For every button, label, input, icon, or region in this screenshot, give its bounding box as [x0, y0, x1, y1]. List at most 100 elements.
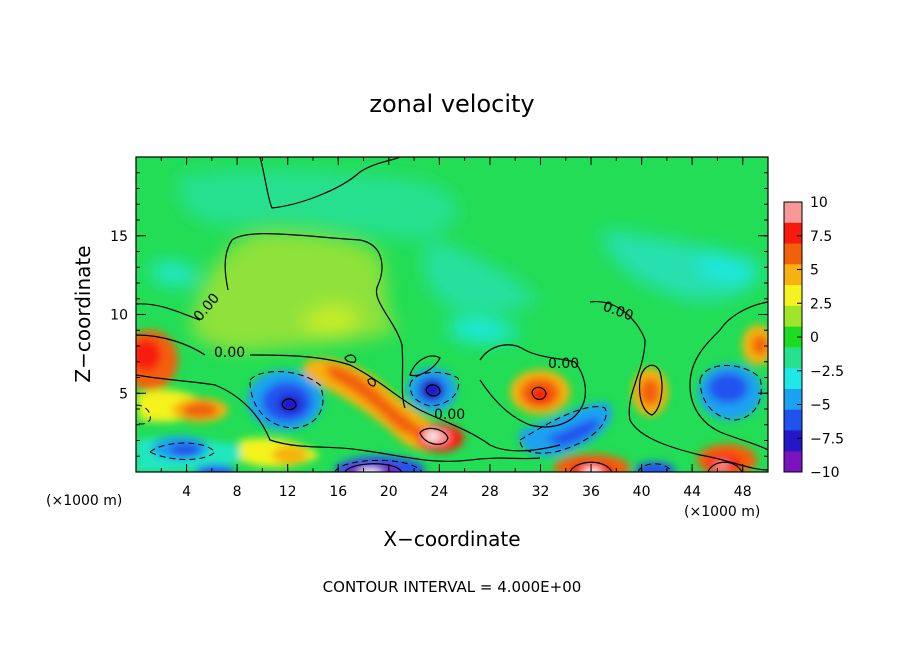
- colorbar-swatch: [784, 264, 802, 286]
- dashed-x34: [519, 406, 607, 454]
- orange-x13: [272, 446, 308, 464]
- contour-x18-small: [344, 354, 357, 363]
- contour-x19-small: [367, 378, 376, 387]
- contour-lines: [136, 157, 768, 472]
- blue-x23-core: [419, 378, 445, 402]
- colorbar-swatch: [784, 347, 802, 369]
- blue-bottom-left: [195, 465, 235, 472]
- colorbar-swatch: [784, 222, 802, 245]
- x-unit-right: (×1000 m): [684, 504, 760, 520]
- contour-zero-right: [589, 301, 768, 471]
- x-tick-label: 20: [380, 484, 398, 500]
- plot-area: 0.00 0.00 0.00 0.00 0.00: [136, 157, 768, 472]
- hot-x23-peak: [425, 432, 439, 440]
- colorbar-swatch: [784, 368, 802, 390]
- warm-x40-core: [640, 378, 660, 406]
- x-axis-ticks: 4 8 12 16 20 24 28 32 36 40 44 48: [160, 157, 752, 500]
- colorbar-tick-label: −2.5: [810, 364, 844, 380]
- contour-zero-top: [259, 157, 401, 209]
- colorbar-tick-label: 5: [810, 263, 819, 279]
- contour-zero-far-right: [689, 301, 768, 451]
- warm-left-core: [136, 339, 161, 371]
- x-tick-label: 32: [532, 484, 550, 500]
- dashed-x12: [249, 371, 324, 429]
- contour-interval-note: CONTOUR INTERVAL = 4.000E+00: [323, 578, 582, 596]
- field-upper: [150, 169, 760, 352]
- x-tick-label: 36: [582, 484, 600, 500]
- diag-warm-core: [325, 365, 425, 437]
- white-x19: [358, 469, 382, 472]
- colorbar-swatch: [784, 202, 802, 224]
- colorbar-swatch: [784, 305, 802, 328]
- x-tick-label: 28: [481, 484, 499, 500]
- x-tick-label: 4: [182, 484, 191, 500]
- colorbar-swatch: [784, 409, 802, 431]
- contour-zero-lower: [136, 374, 541, 462]
- dashed-x1: [136, 404, 151, 425]
- warm-x48-core: [752, 335, 768, 355]
- contour-x23-cold: [425, 384, 441, 397]
- blue-left-core: [169, 443, 201, 457]
- chart-title: zonal velocity: [369, 90, 534, 118]
- y-axis-ticks: 5 10 15: [110, 172, 768, 457]
- colorbar: 10 7.5 5 2.5 0 −2.5 −5 −7.5 −10: [783, 195, 844, 481]
- dashed-x4: [149, 442, 216, 460]
- x-tick-label: 40: [633, 484, 651, 500]
- contour-x36-hot: [569, 461, 613, 472]
- x-tick-label: 48: [734, 484, 752, 500]
- colorbar-tick-label: 0: [810, 330, 819, 346]
- x-tick-label: 24: [430, 484, 448, 500]
- colorbar-swatch: [784, 285, 802, 307]
- blue-x34-core: [545, 419, 600, 447]
- y-tick-label: 15: [110, 229, 128, 245]
- contour-x12-cold: [281, 398, 297, 411]
- contour-label: 0.00: [434, 407, 465, 423]
- blue-x40-bottom: [635, 462, 675, 472]
- x-tick-label: 44: [683, 484, 701, 500]
- colorbar-tick-label: 2.5: [810, 296, 832, 312]
- contour-lines-negative: [136, 365, 762, 472]
- contour-x19-cold: [344, 463, 403, 472]
- x-tick-label: 12: [279, 484, 297, 500]
- purple-x19: [344, 464, 400, 472]
- contour-zero-upper: [136, 233, 406, 409]
- dashed-x45: [699, 365, 762, 421]
- contour-zero-mid: [479, 344, 587, 428]
- contour-zero-left: [136, 334, 561, 452]
- colorbar-tick-label: 7.5: [810, 229, 832, 245]
- colorbar-tick-label: 10: [810, 195, 828, 211]
- colorbar-swatch: [784, 326, 802, 348]
- cyan-right-2: [700, 255, 760, 282]
- cool-right: [423, 240, 540, 314]
- colorbar-tick-label: −7.5: [810, 431, 844, 447]
- blue-x45-core: [708, 373, 748, 403]
- orange-left-core: [182, 402, 218, 418]
- colorbar-swatch: [784, 430, 802, 452]
- cyan-patch: [450, 318, 520, 343]
- colorbar-swatch: [784, 388, 802, 411]
- y-axis-label: Z−coordinate: [71, 245, 95, 382]
- y-tick-label: 10: [110, 308, 128, 324]
- cool-top: [178, 169, 458, 240]
- x-axis-label: X−coordinate: [383, 527, 520, 551]
- colorbar-swatch: [784, 451, 802, 473]
- y-tick-label: 5: [119, 386, 128, 402]
- cyan-left: [150, 262, 200, 286]
- warm-dome-core: [300, 305, 360, 334]
- blue-x34: [519, 402, 612, 457]
- x-tick-label: 16: [329, 484, 347, 500]
- contour-label: 0.00: [214, 345, 245, 361]
- x-unit-left: (×1000 m): [46, 493, 122, 509]
- dashed-x23: [409, 371, 460, 407]
- contour-x32-hot: [531, 386, 547, 400]
- dashed-x19: [334, 459, 423, 472]
- colorbar-tick-label: −5: [810, 398, 831, 414]
- blue-x12-core: [278, 394, 302, 414]
- cool-right-upper: [600, 230, 760, 301]
- contour-x40: [638, 364, 663, 416]
- colorbar-tick-label: −10: [810, 465, 840, 481]
- contour-x46-hot: [707, 461, 743, 472]
- colorbar-swatch: [784, 243, 802, 265]
- contour-label: 0.00: [548, 356, 579, 372]
